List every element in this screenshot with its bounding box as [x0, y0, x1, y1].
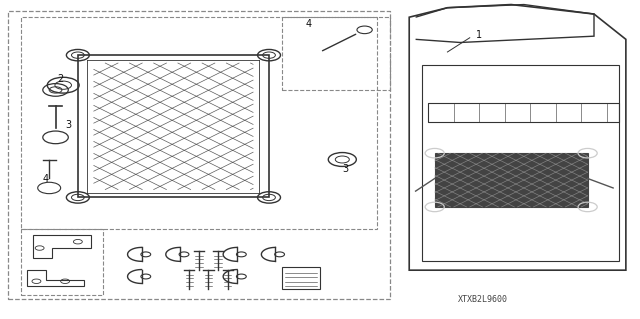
Bar	[428, 103, 620, 122]
Text: XTXB2L9600: XTXB2L9600	[458, 295, 508, 304]
Text: 3: 3	[65, 120, 71, 130]
Text: 3: 3	[342, 164, 348, 174]
Text: 2: 2	[57, 74, 63, 84]
Polygon shape	[435, 153, 588, 207]
Text: 4: 4	[306, 19, 312, 29]
Text: 4: 4	[43, 174, 49, 184]
Bar	[422, 65, 620, 261]
Bar	[282, 267, 320, 289]
Text: 1: 1	[476, 30, 483, 40]
